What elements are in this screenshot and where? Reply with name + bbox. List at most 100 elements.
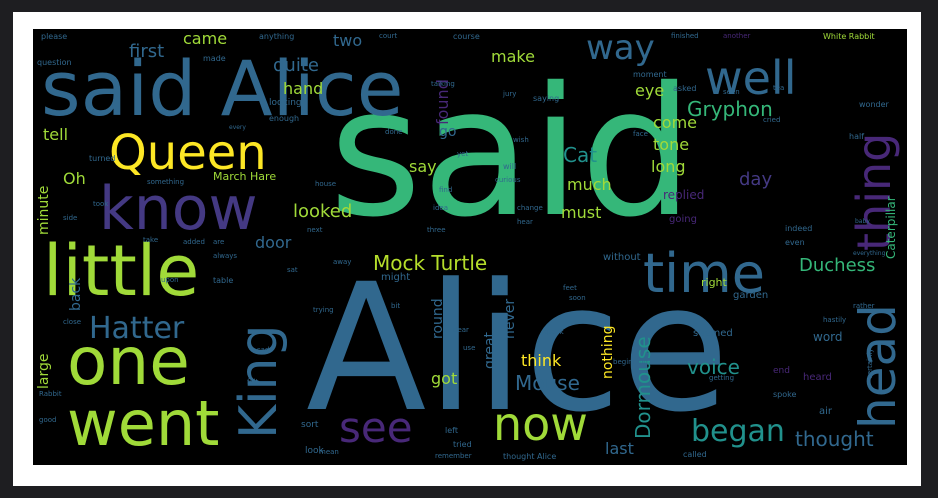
word-oh: Oh (63, 169, 86, 188)
word-cat: Cat (563, 143, 598, 167)
word-hear: hear (517, 218, 533, 226)
word-thought: thought (795, 427, 874, 451)
word-speak: speak (543, 328, 564, 336)
word-tone: tone (653, 135, 690, 154)
word-jury: jury (503, 90, 517, 98)
word-quite: quite (273, 55, 319, 76)
word-getting: getting (709, 374, 735, 382)
word-everything: everything (853, 250, 886, 257)
word-door: door (255, 233, 292, 252)
word-table: table (213, 276, 234, 285)
word-moment: moment (633, 70, 667, 79)
word-talking: talking (431, 80, 455, 88)
word-go: go (439, 124, 457, 140)
word-saying: saying (533, 94, 560, 103)
word-another: another (723, 32, 751, 40)
word-please: please (41, 32, 68, 41)
word-indeed: indeed (785, 224, 813, 233)
word-course: course (453, 32, 480, 41)
word-began: began (691, 414, 785, 449)
word-gryphon: Gryphon (687, 97, 773, 121)
word-remember: remember (435, 452, 472, 460)
word-trying: trying (313, 306, 334, 314)
word-alice: Alice (306, 246, 730, 451)
word-hand: hand (283, 79, 324, 98)
word-close: close (63, 318, 82, 326)
word-come: come (653, 113, 698, 132)
word-took: took (93, 200, 109, 208)
word-great: great (482, 331, 498, 369)
word-every: every (229, 124, 246, 131)
word-might: might (381, 272, 411, 283)
word-side: side (63, 214, 78, 222)
word-nothing: nothing (600, 325, 616, 379)
word-yet: yet (457, 150, 469, 158)
word-next: next (307, 226, 323, 234)
word-certainly: certainly (866, 348, 874, 379)
word-right: right (701, 276, 727, 289)
word-much: much (567, 175, 612, 194)
word-back: back (68, 277, 84, 311)
word-must: must (561, 203, 602, 222)
wordcloud-canvas: said Alice said Alice little one went kn… (33, 29, 907, 465)
word-got: got (431, 369, 458, 388)
word-wonder: wonder (859, 100, 889, 109)
word-make: make (491, 47, 535, 66)
word-looked: looked (293, 201, 353, 222)
word-little: little (43, 230, 200, 312)
word-thought-alice: thought Alice (503, 452, 557, 461)
word-felt: felt (247, 378, 259, 386)
word-are: are (213, 238, 225, 246)
word-turned: turned (89, 154, 116, 163)
word-something: something (147, 178, 185, 186)
word-day: day (739, 169, 773, 190)
word-rather: rather (853, 302, 875, 310)
word-said-alice: said Alice (41, 44, 404, 133)
word-seemed: seemed (693, 328, 733, 339)
word-one: one (67, 323, 190, 400)
word-use: use (463, 344, 476, 352)
word-mouse: Mouse (515, 371, 580, 395)
word-put: put (353, 366, 370, 377)
word-wish: wish (513, 136, 529, 144)
word-tried: tried (453, 440, 472, 449)
word-called: called (683, 450, 707, 459)
word-asked: asked (673, 84, 697, 93)
word-anything: anything (259, 32, 295, 41)
word-question: question (37, 58, 72, 67)
word-tea: tea (773, 84, 785, 92)
word-sort: sort (301, 420, 319, 430)
word-garden: garden (733, 290, 769, 301)
word-done: done (385, 128, 403, 136)
word-find: find (439, 186, 453, 194)
word-word: word (813, 330, 843, 344)
word-voice: voice (687, 355, 740, 379)
word-way: way (586, 29, 655, 68)
word-added: added (183, 238, 205, 246)
word-made: made (203, 54, 226, 63)
word-beginning: beginning (613, 358, 648, 366)
word-idea: idea (433, 204, 448, 212)
word-dormouse: Dormouse (631, 336, 655, 439)
word-eye: eye (635, 81, 665, 100)
word-white-rabbit: White Rabbit (823, 32, 875, 41)
word-queen: Queen (109, 125, 267, 181)
word-will: will (503, 162, 517, 171)
word-well: well (705, 51, 797, 105)
word-enough: enough (269, 114, 300, 123)
word-upon: upon (161, 276, 179, 284)
word-face: face (633, 130, 648, 138)
word-went: went (67, 387, 220, 460)
word-rabbit: Rabbit (39, 390, 62, 398)
word-good: good (39, 416, 57, 424)
word-king: King (229, 324, 289, 439)
word-say: say (409, 157, 437, 176)
word-think: think (521, 351, 562, 370)
word-end: end (773, 366, 790, 376)
word-take: take (143, 236, 159, 244)
word-air: air (819, 406, 833, 417)
word-looking: looking (269, 98, 302, 108)
word-half: half (849, 132, 865, 141)
word-away: away (333, 258, 352, 266)
word-minute: minute (36, 185, 52, 235)
